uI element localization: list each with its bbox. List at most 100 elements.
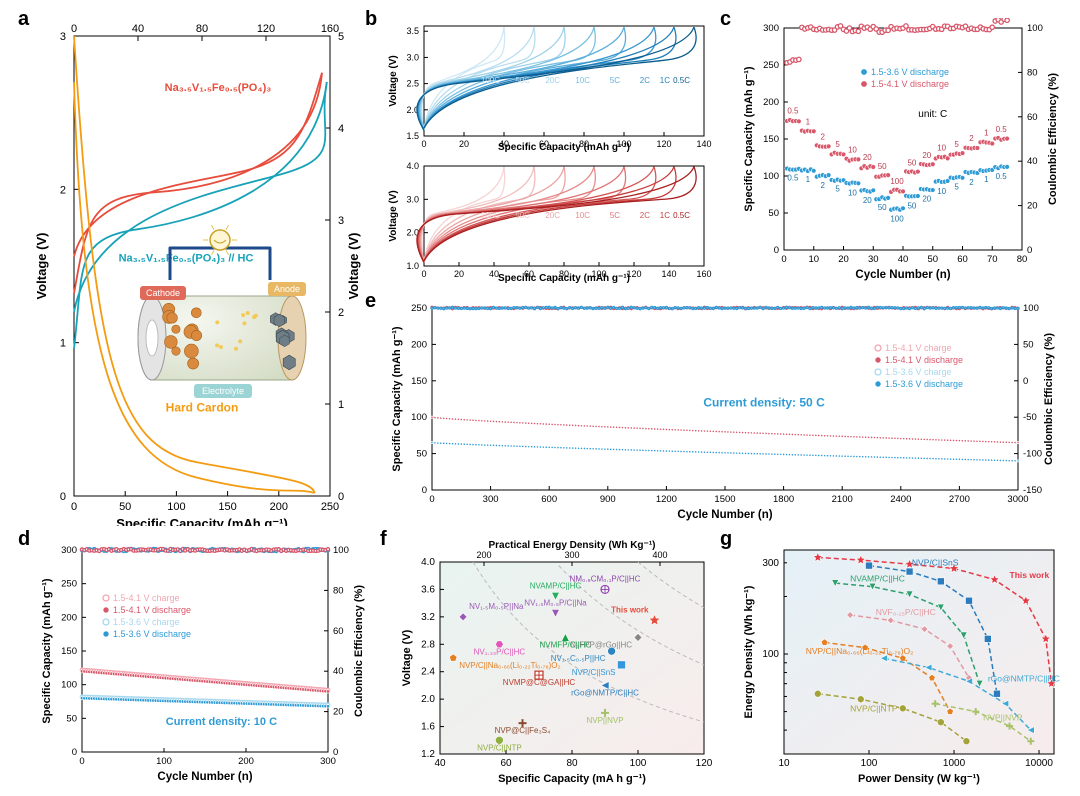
svg-text:100: 100: [762, 649, 779, 660]
svg-text:Electrolyte: Electrolyte: [202, 386, 244, 396]
svg-text:-100: -100: [1023, 449, 1042, 460]
svg-text:5: 5: [338, 31, 344, 43]
svg-text:Practical Energy Density (Wh K: Practical Energy Density (Wh Kg⁻¹): [489, 540, 656, 551]
svg-text:Na₃.₅V₁.₅Fe₀.₅(PO₄)₃: Na₃.₅V₁.₅Fe₀.₅(PO₄)₃: [165, 82, 272, 94]
svg-text:20: 20: [1027, 201, 1038, 212]
svg-text:20: 20: [863, 196, 872, 205]
svg-text:120: 120: [257, 23, 275, 35]
svg-text:NVP/C||Na₀.₆₆(Li₀.₂₂Ti₀.₇₈)O₂: NVP/C||Na₀.₆₆(Li₀.₂₂Ti₀.₇₈)O₂: [459, 661, 560, 670]
svg-text:Voltage (V): Voltage (V): [34, 233, 49, 300]
svg-text:0: 0: [429, 494, 434, 505]
svg-text:Cycle Number (n): Cycle Number (n): [157, 771, 252, 783]
svg-text:60: 60: [957, 254, 968, 265]
svg-text:NVP/C||SnS: NVP/C||SnS: [912, 558, 959, 568]
svg-text:200: 200: [476, 550, 491, 560]
svg-text:200: 200: [763, 97, 779, 108]
svg-text:250: 250: [763, 60, 779, 71]
svg-text:5C: 5C: [610, 211, 620, 220]
svg-text:1.6: 1.6: [421, 722, 435, 733]
svg-text:0: 0: [422, 485, 427, 496]
svg-text:0: 0: [774, 245, 779, 256]
svg-text:Voltage (V): Voltage (V): [388, 190, 399, 241]
svg-text:3: 3: [60, 31, 66, 43]
svg-text:N₃FPP@rGo||HC: N₃FPP@rGo||HC: [570, 640, 632, 649]
svg-text:200: 200: [61, 612, 77, 623]
svg-text:Coulombic Efficiency (%): Coulombic Efficiency (%): [353, 585, 365, 717]
svg-text:0: 0: [71, 501, 77, 513]
svg-text:1.5-4.1 V charge: 1.5-4.1 V charge: [113, 593, 180, 603]
svg-text:300: 300: [564, 550, 579, 560]
svg-text:50: 50: [768, 208, 779, 219]
svg-text:50C: 50C: [515, 76, 530, 85]
svg-text:100: 100: [1023, 303, 1039, 314]
svg-text:200: 200: [411, 339, 427, 350]
svg-text:900: 900: [600, 494, 616, 505]
svg-text:Voltage (V): Voltage (V): [401, 629, 413, 686]
svg-text:140: 140: [661, 269, 676, 279]
svg-text:60: 60: [500, 758, 512, 769]
svg-text:Specific Capacity (mA h g⁻¹): Specific Capacity (mA h g⁻¹): [498, 773, 646, 785]
svg-text:10: 10: [778, 758, 790, 769]
svg-text:600: 600: [541, 494, 557, 505]
svg-text:200: 200: [238, 756, 254, 767]
svg-text:2C: 2C: [640, 211, 650, 220]
svg-text:5C: 5C: [610, 76, 620, 85]
svg-text:1.5-3.6 V discharge: 1.5-3.6 V discharge: [871, 67, 949, 77]
svg-text:1: 1: [806, 118, 811, 127]
svg-text:50C: 50C: [515, 211, 530, 220]
svg-text:3.2: 3.2: [421, 612, 435, 623]
svg-text:1C: 1C: [660, 211, 670, 220]
svg-text:2700: 2700: [949, 494, 970, 505]
svg-text:0.5: 0.5: [787, 107, 799, 116]
svg-text:50: 50: [878, 203, 887, 212]
svg-text:20: 20: [454, 269, 464, 279]
svg-text:100: 100: [411, 412, 427, 423]
svg-text:60: 60: [1027, 112, 1038, 123]
svg-text:Na₃.₅V₁.₅Fe₀.₅(PO₄)₃ // HC: Na₃.₅V₁.₅Fe₀.₅(PO₄)₃ // HC: [119, 252, 254, 264]
svg-text:2100: 2100: [832, 494, 853, 505]
svg-text:1: 1: [806, 175, 811, 184]
svg-text:400: 400: [652, 550, 667, 560]
svg-text:NVP@C||Fe₃S₄: NVP@C||Fe₃S₄: [495, 726, 551, 735]
panel-a-chart: 040801201600501001502002500123450123Spec…: [32, 18, 362, 526]
svg-text:1.5-3.6 V charge: 1.5-3.6 V charge: [113, 617, 180, 627]
svg-text:0: 0: [79, 756, 84, 767]
svg-text:250: 250: [411, 303, 427, 314]
svg-text:50: 50: [66, 713, 77, 724]
svg-text:100C: 100C: [481, 76, 500, 85]
svg-text:1000: 1000: [943, 758, 966, 769]
svg-text:Energy Density (Wh kg⁻¹): Energy Density (Wh kg⁻¹): [743, 585, 755, 718]
svg-text:10: 10: [848, 146, 857, 155]
svg-text:This work: This work: [611, 605, 649, 614]
svg-text:1.2: 1.2: [421, 749, 435, 760]
panel-c-chart: 0102030405060708005010015020025030002040…: [736, 18, 1068, 288]
svg-text:100: 100: [333, 545, 349, 556]
svg-text:2: 2: [820, 181, 825, 190]
panel-label-b: b: [365, 8, 377, 31]
svg-text:10: 10: [808, 254, 819, 265]
svg-text:4: 4: [338, 123, 344, 135]
svg-text:2: 2: [820, 132, 825, 141]
svg-text:100: 100: [167, 501, 185, 513]
svg-text:1800: 1800: [773, 494, 794, 505]
svg-text:40: 40: [1027, 156, 1038, 167]
svg-text:150: 150: [411, 376, 427, 387]
svg-text:250: 250: [321, 501, 339, 513]
panel-b-chart: 0204060801001201401.52.02.53.03.5100C50C…: [382, 18, 714, 288]
svg-text:1.5-3.6 V charge: 1.5-3.6 V charge: [885, 367, 952, 377]
svg-text:50: 50: [416, 449, 427, 460]
svg-text:3.0: 3.0: [406, 52, 419, 62]
svg-text:40: 40: [333, 666, 344, 677]
svg-text:0: 0: [338, 491, 344, 503]
svg-text:NVP/C||SnS: NVP/C||SnS: [572, 668, 616, 677]
svg-text:40: 40: [434, 758, 446, 769]
svg-text:40: 40: [898, 254, 909, 265]
svg-text:1.5-4.1 V discharge: 1.5-4.1 V discharge: [113, 605, 191, 615]
svg-text:1.5-4.1 V discharge: 1.5-4.1 V discharge: [871, 79, 949, 89]
svg-text:100: 100: [861, 758, 878, 769]
svg-text:0.5C: 0.5C: [673, 76, 690, 85]
svg-text:1.5: 1.5: [406, 131, 419, 141]
svg-text:NVMP@C@GA||HC: NVMP@C@GA||HC: [503, 678, 576, 687]
svg-text:-150: -150: [1023, 485, 1042, 496]
svg-text:3.6: 3.6: [421, 584, 435, 595]
